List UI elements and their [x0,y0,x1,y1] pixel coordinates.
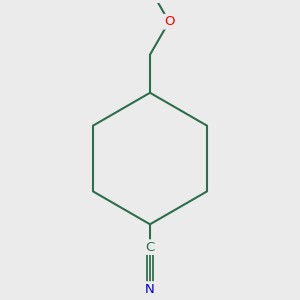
Text: C: C [146,241,154,254]
Text: O: O [164,15,174,28]
Text: N: N [145,283,155,296]
